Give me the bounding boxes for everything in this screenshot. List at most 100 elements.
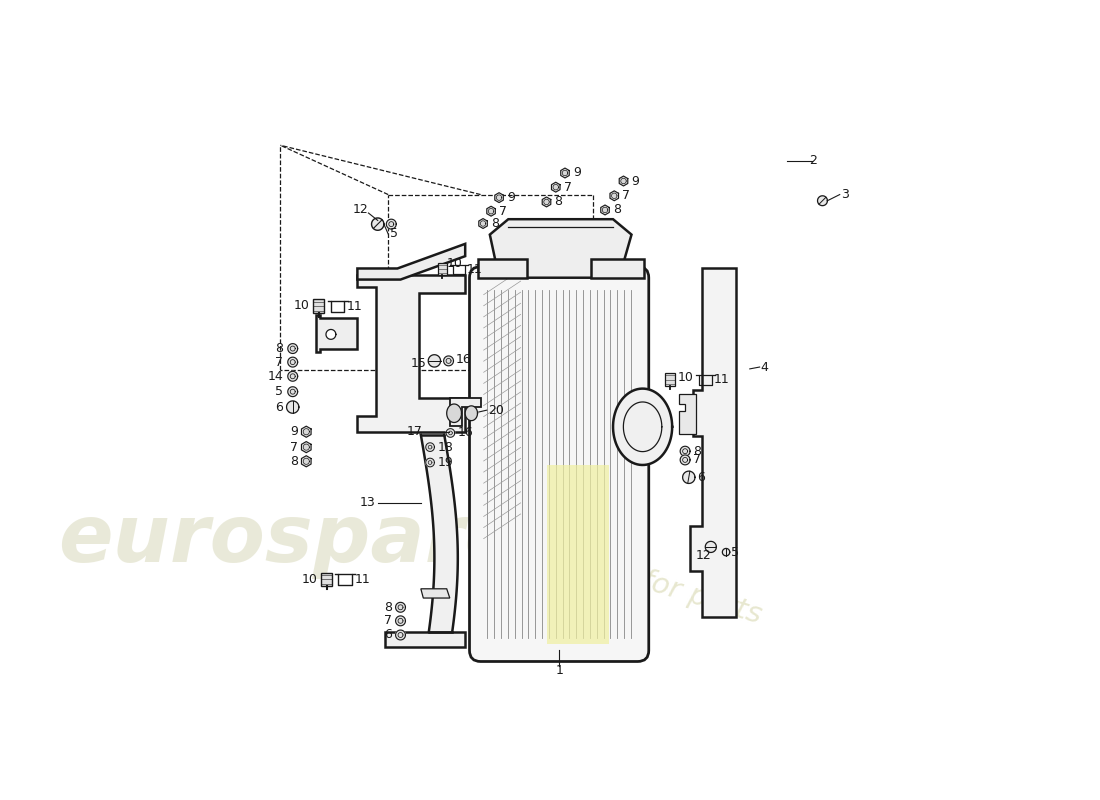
Polygon shape <box>495 193 504 202</box>
Text: 5: 5 <box>390 227 398 241</box>
Text: a passion for parts: a passion for parts <box>497 523 766 630</box>
Bar <box>321 573 332 586</box>
Bar <box>547 466 609 644</box>
Polygon shape <box>358 274 465 432</box>
Polygon shape <box>601 205 609 215</box>
Text: 15: 15 <box>410 358 427 370</box>
Polygon shape <box>613 389 672 465</box>
Text: 5: 5 <box>732 546 739 558</box>
Polygon shape <box>690 269 736 617</box>
Polygon shape <box>447 404 462 422</box>
Text: 12: 12 <box>353 203 369 217</box>
Text: 8: 8 <box>275 342 284 355</box>
Text: 6: 6 <box>697 471 705 484</box>
Text: 7: 7 <box>623 190 630 202</box>
Polygon shape <box>316 314 358 352</box>
Polygon shape <box>610 191 618 201</box>
Polygon shape <box>288 344 298 354</box>
Polygon shape <box>817 196 827 206</box>
Text: 8: 8 <box>290 454 298 468</box>
Polygon shape <box>386 219 396 229</box>
Text: 18: 18 <box>438 441 453 454</box>
Polygon shape <box>619 176 628 186</box>
Polygon shape <box>301 426 311 438</box>
Bar <box>438 263 447 275</box>
Polygon shape <box>680 455 690 465</box>
Polygon shape <box>465 406 477 421</box>
Text: 11: 11 <box>346 300 363 313</box>
Polygon shape <box>426 443 434 451</box>
Polygon shape <box>447 429 454 438</box>
Text: 8: 8 <box>554 195 562 209</box>
Polygon shape <box>426 458 434 467</box>
Text: 10: 10 <box>447 257 463 270</box>
Polygon shape <box>450 398 481 426</box>
Polygon shape <box>478 218 487 229</box>
Polygon shape <box>358 244 465 279</box>
Text: 7: 7 <box>499 205 507 218</box>
Text: 8: 8 <box>613 203 621 217</box>
Polygon shape <box>287 401 299 414</box>
Text: 9: 9 <box>507 191 515 204</box>
Text: 20: 20 <box>488 404 505 417</box>
Bar <box>314 299 324 314</box>
Text: 10: 10 <box>301 573 317 586</box>
Polygon shape <box>679 394 696 434</box>
Text: 6: 6 <box>384 629 392 642</box>
Polygon shape <box>396 602 406 612</box>
Text: 9: 9 <box>573 166 581 179</box>
Polygon shape <box>301 456 311 467</box>
Text: 16: 16 <box>455 353 472 366</box>
Bar <box>666 373 675 386</box>
Text: 1: 1 <box>556 664 563 677</box>
Polygon shape <box>288 371 298 382</box>
Text: 10: 10 <box>678 370 694 383</box>
Text: 8: 8 <box>384 601 392 614</box>
Polygon shape <box>680 446 690 456</box>
FancyBboxPatch shape <box>470 266 649 662</box>
Text: 10: 10 <box>294 299 310 312</box>
Text: 7: 7 <box>384 614 392 627</box>
Polygon shape <box>421 435 458 632</box>
Text: 9: 9 <box>631 174 639 187</box>
Text: 7: 7 <box>563 181 572 194</box>
Text: 8: 8 <box>491 217 499 230</box>
Polygon shape <box>288 386 298 397</box>
Polygon shape <box>490 219 631 278</box>
Text: 14: 14 <box>267 370 284 382</box>
Polygon shape <box>385 632 465 647</box>
Text: 7: 7 <box>693 454 701 466</box>
Polygon shape <box>301 442 311 453</box>
Text: 8: 8 <box>693 445 701 458</box>
Polygon shape <box>705 542 716 553</box>
Text: 7: 7 <box>290 441 298 454</box>
Text: 16: 16 <box>458 426 473 439</box>
Text: 19: 19 <box>438 456 453 469</box>
Text: 11: 11 <box>354 573 370 586</box>
Text: 3: 3 <box>840 188 849 201</box>
Text: 13: 13 <box>360 496 376 509</box>
Text: 12: 12 <box>695 549 712 562</box>
Polygon shape <box>477 259 527 278</box>
Text: 7: 7 <box>275 356 284 369</box>
Polygon shape <box>288 357 298 367</box>
Text: 6: 6 <box>276 401 284 414</box>
Polygon shape <box>487 206 495 216</box>
Polygon shape <box>592 259 644 278</box>
Polygon shape <box>421 589 450 598</box>
Polygon shape <box>428 354 440 367</box>
Text: 4: 4 <box>761 361 769 374</box>
Polygon shape <box>723 549 729 556</box>
Polygon shape <box>561 168 569 178</box>
Text: 2: 2 <box>810 154 817 167</box>
Text: eurospares: eurospares <box>58 501 568 578</box>
Text: 9: 9 <box>290 426 298 438</box>
Polygon shape <box>683 471 695 483</box>
Polygon shape <box>372 218 384 230</box>
Polygon shape <box>326 330 336 339</box>
Text: 5: 5 <box>275 385 284 398</box>
Polygon shape <box>542 197 551 207</box>
Polygon shape <box>396 616 406 626</box>
Polygon shape <box>551 182 560 192</box>
Polygon shape <box>443 356 453 366</box>
